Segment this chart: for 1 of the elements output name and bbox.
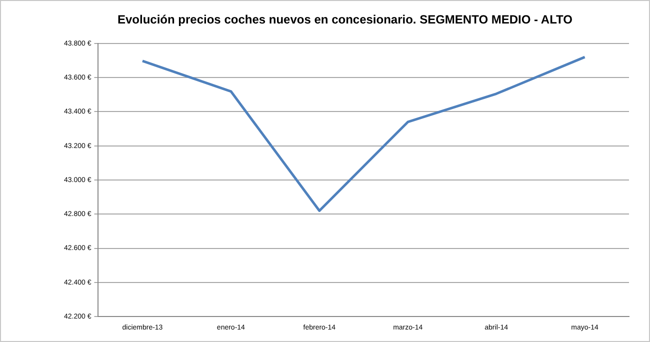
chart-title: Evolución precios coches nuevos en concesionario. SEGMENTO MEDIO - ALTO [118, 12, 572, 27]
